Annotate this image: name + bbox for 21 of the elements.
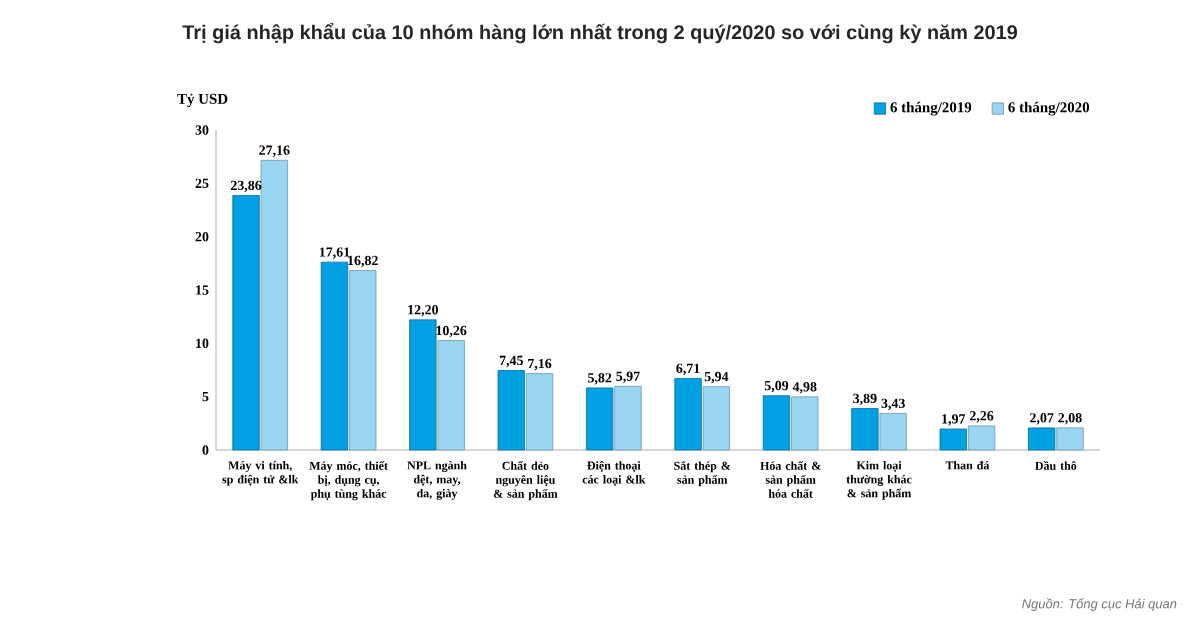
bar [674, 378, 702, 451]
bar [614, 385, 642, 451]
bar [702, 386, 731, 451]
bar [586, 387, 614, 451]
bar [349, 270, 377, 451]
bar [232, 195, 260, 451]
bar [879, 413, 907, 451]
bar [320, 261, 349, 451]
bar [939, 428, 967, 451]
bar [409, 319, 437, 451]
bar [437, 340, 465, 451]
bar [791, 396, 819, 451]
bar [851, 408, 879, 451]
bar [497, 370, 525, 451]
bar [967, 425, 996, 451]
bar [260, 159, 289, 451]
bar [1028, 427, 1056, 451]
bar [762, 395, 791, 451]
bar [525, 373, 554, 451]
bar [1056, 427, 1084, 451]
chart-title: Trị giá nhập khẩu của 10 nhóm hàng lớn nhất trong 2 quý/2020 so với cùng kỳ năm 2019 [182, 23, 1018, 44]
